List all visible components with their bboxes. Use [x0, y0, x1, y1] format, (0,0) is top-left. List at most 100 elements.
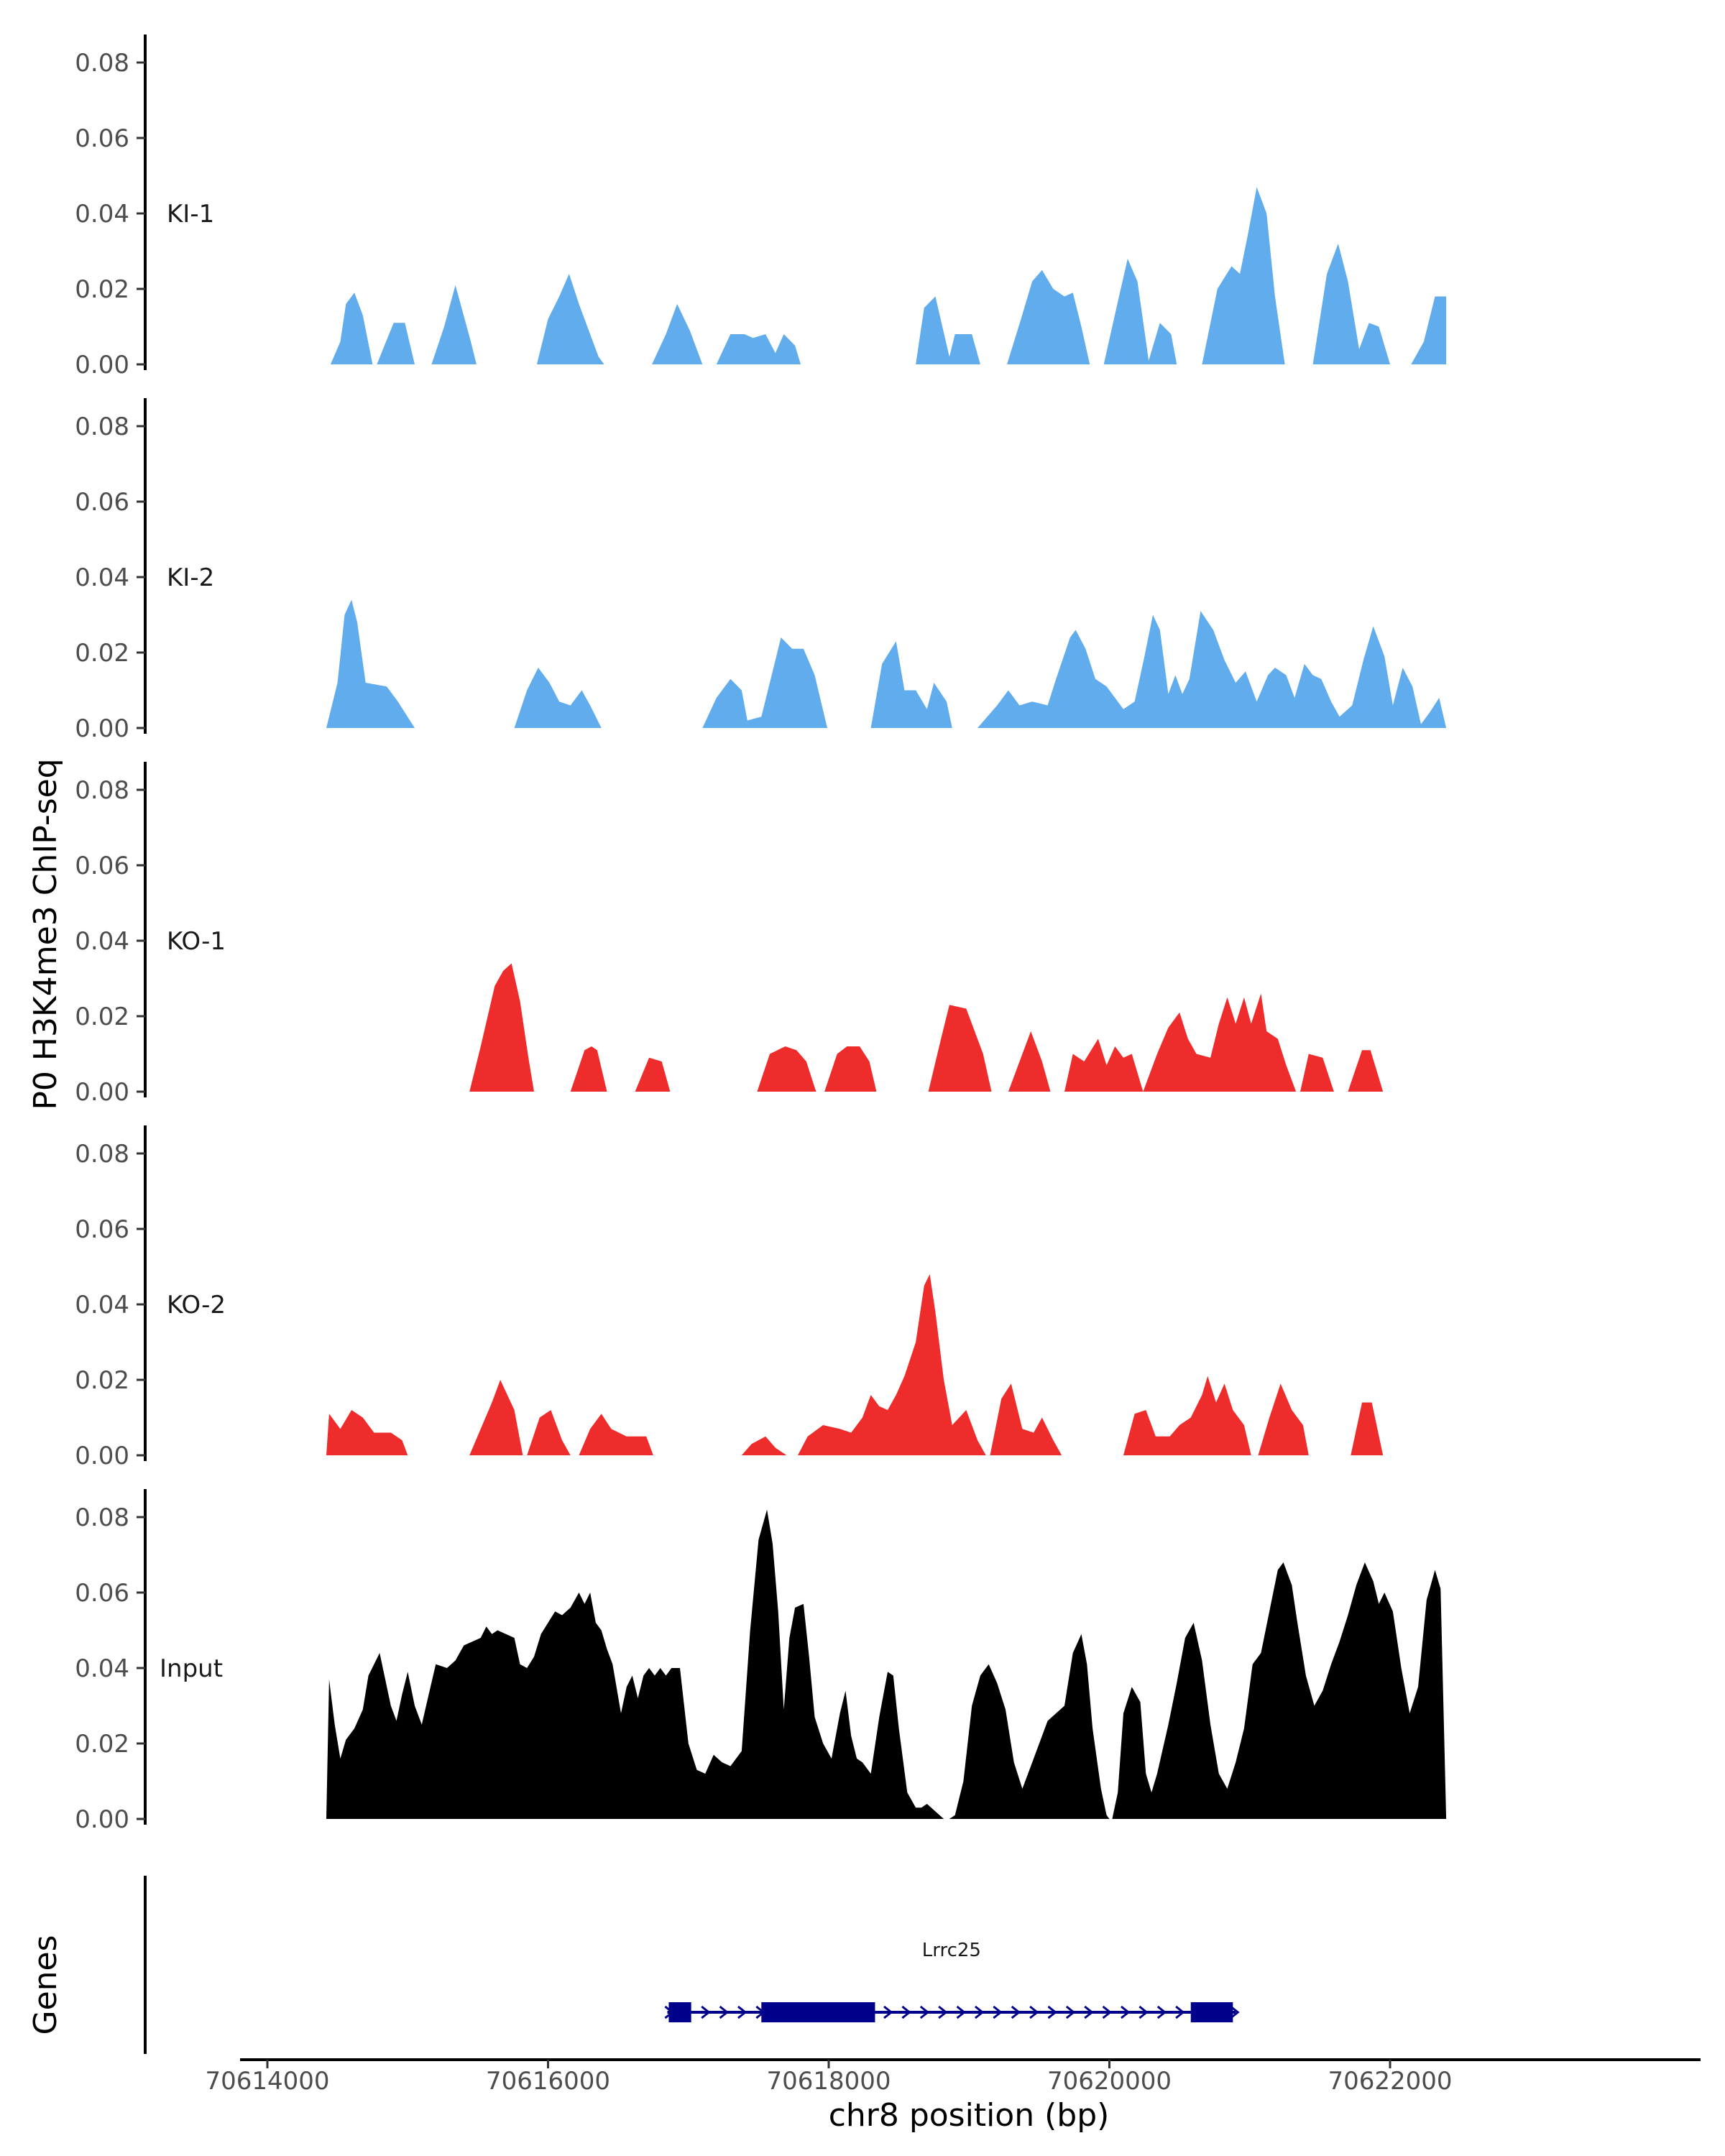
coverage-area-ki-1: [377, 323, 415, 364]
coverage-area-ki-1: [1411, 296, 1447, 364]
panel-input: 0.00 0.02 0.04 0.06 0.08 Input: [75, 1489, 1447, 1834]
gene-exon: [668, 2002, 691, 2022]
strand-arrow: [974, 2005, 985, 2019]
track-label-ki-1: KI-1: [167, 200, 214, 229]
y-tick-label: 0.02: [75, 275, 129, 304]
coverage-area-input: [1112, 1562, 1447, 1819]
y-tick-label: 0.08: [75, 413, 129, 441]
coverage-area-ko-2: [579, 1414, 653, 1455]
coverage-area-ki-1: [536, 274, 604, 364]
coverage-area-input: [326, 1509, 944, 1819]
y-tick-label: 0.08: [75, 49, 129, 78]
strand-arrow: [1065, 2005, 1076, 2019]
x-tick-label: 70614000: [205, 2067, 329, 2096]
strand-arrow: [901, 2005, 911, 2019]
y-tick-label: 0.00: [75, 1078, 129, 1107]
coverage-area-ki-1: [652, 304, 703, 364]
coverage-area-ki-1: [1202, 187, 1285, 364]
coverage-area-ko-2: [741, 1436, 787, 1455]
strand-arrow: [719, 2005, 729, 2019]
coverage-area-ko-1: [1300, 1054, 1334, 1092]
coverage-area-ki-2: [978, 611, 1447, 728]
y-tick-label: 0.00: [75, 351, 129, 379]
y-tick-label: 0.02: [75, 1003, 129, 1031]
y-tick-label: 0.04: [75, 927, 129, 956]
x-axis-title: chr8 position (bp): [829, 2097, 1110, 2134]
coverage-area-ki-1: [431, 285, 477, 364]
coverage-area-input: [949, 1634, 1110, 1819]
coverage-area-ki-2: [702, 637, 827, 728]
panel-ko-1: 0.00 0.02 0.04 0.06 0.08 KO-1: [75, 762, 1384, 1107]
strand-arrow: [1084, 2005, 1094, 2019]
coverage-area-ki-2: [326, 599, 415, 728]
y-tick-label: 0.08: [75, 1140, 129, 1169]
panel-ko-2: 0.00 0.02 0.04 0.06 0.08 KO-2: [75, 1125, 1384, 1470]
strand-arrow: [919, 2005, 930, 2019]
coverage-area-ko-1: [1348, 1050, 1384, 1092]
y-tick-label: 0.02: [75, 639, 129, 668]
coverage-area-ko-2: [1351, 1402, 1384, 1455]
strand-arrow: [956, 2005, 966, 2019]
coverage-area-ko-2: [990, 1383, 1062, 1455]
coverage-area-ki-2: [870, 641, 952, 728]
x-tick-label: 70622000: [1328, 2067, 1452, 2096]
strand-arrow: [1102, 2005, 1112, 2019]
panel-ki-1: 0.00 0.02 0.04 0.06 0.08 KI-1: [75, 34, 1447, 379]
coverage-area-ko-1: [1064, 993, 1297, 1092]
x-tick-label: 70618000: [766, 2067, 891, 2096]
y-tick-label: 0.06: [75, 488, 129, 517]
strand-arrow: [701, 2005, 711, 2019]
track-panels: 0.00 0.02 0.04 0.06 0.08 KI-1 0.00 0.02 0.04 0.06…: [75, 34, 1447, 1834]
coverage-area-ko-2: [798, 1274, 986, 1455]
strand-arrow: [737, 2005, 748, 2019]
strand-arrow: [883, 2005, 893, 2019]
coverage-area-ko-1: [824, 1046, 877, 1092]
y-tick-label: 0.06: [75, 852, 129, 880]
coverage-area-ko-2: [1123, 1376, 1251, 1455]
y-tick-label: 0.06: [75, 1215, 129, 1244]
coverage-area-ki-1: [916, 296, 980, 364]
strand-arrow: [1047, 2005, 1057, 2019]
coverage-area-ko-1: [928, 1005, 992, 1092]
track-label-ko-1: KO-1: [167, 927, 226, 956]
coverage-area-ki-2: [514, 668, 602, 728]
coverage-area-ki-1: [1103, 259, 1177, 364]
strand-arrow: [1138, 2005, 1149, 2019]
strand-arrow: [993, 2005, 1003, 2019]
coverage-area-ko-2: [326, 1410, 408, 1455]
coverage-area-ko-1: [1008, 1031, 1051, 1092]
strand-arrow: [1175, 2005, 1185, 2019]
strand-arrow: [1011, 2005, 1021, 2019]
coverage-area-ki-1: [716, 334, 801, 364]
y-tick-label: 0.02: [75, 1366, 129, 1395]
y-axis-title: P0 H3K4me3 ChIP-seq: [27, 758, 64, 1110]
y-tick-label: 0.04: [75, 1291, 129, 1319]
gene-exon: [761, 2002, 875, 2022]
coverage-area-ko-1: [469, 963, 534, 1092]
gene-name-label: Lrrc25: [922, 1940, 981, 1961]
coverage-area-ko-1: [757, 1046, 816, 1092]
track-label-ko-2: KO-2: [167, 1291, 226, 1319]
gene-exon: [1190, 2002, 1233, 2022]
coverage-area-ko-2: [469, 1380, 523, 1455]
coverage-area-ki-1: [1007, 270, 1090, 364]
x-tick-label: 70616000: [486, 2067, 610, 2096]
coverage-area-ko-2: [527, 1410, 571, 1455]
y-tick-label: 0.08: [75, 776, 129, 805]
gene-track-label: Genes: [27, 1935, 64, 2035]
strand-arrow: [1230, 2005, 1240, 2019]
y-tick-label: 0.00: [75, 1805, 129, 1834]
y-tick-label: 0.06: [75, 1579, 129, 1608]
y-tick-label: 0.06: [75, 124, 129, 153]
coverage-area-ko-2: [1258, 1383, 1309, 1455]
gene-track: Genes Lrrc25: [27, 1876, 1240, 2054]
coverage-area-ko-1: [570, 1046, 607, 1092]
strand-arrow: [1121, 2005, 1131, 2019]
coverage-area-ki-1: [330, 292, 373, 364]
track-label-input: Input: [160, 1654, 223, 1683]
coverage-area-ki-1: [1312, 244, 1390, 364]
y-tick-label: 0.00: [75, 714, 129, 743]
y-tick-label: 0.02: [75, 1730, 129, 1759]
y-tick-label: 0.04: [75, 200, 129, 229]
